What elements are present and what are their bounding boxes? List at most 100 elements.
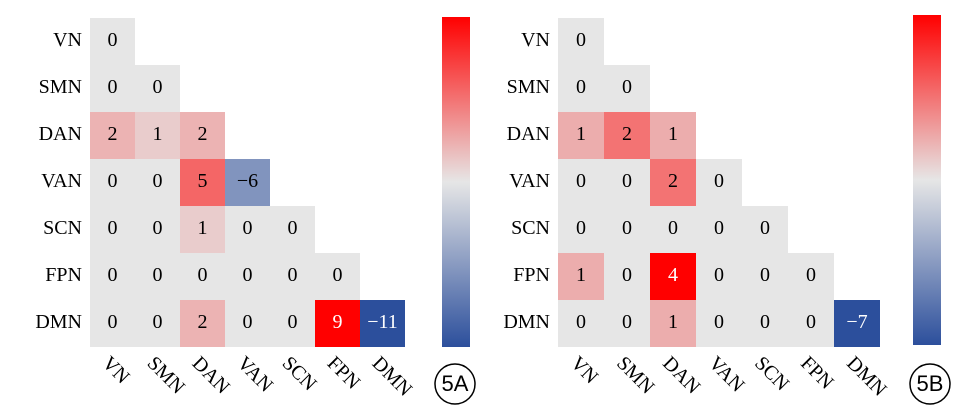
cell bbox=[180, 253, 225, 300]
cell-label: 0 bbox=[576, 311, 586, 333]
column-label: FPN bbox=[796, 352, 838, 394]
cell bbox=[650, 112, 696, 159]
cell-label: 4 bbox=[668, 264, 678, 286]
cell bbox=[90, 159, 135, 206]
column-label: SMN bbox=[143, 352, 189, 398]
cell bbox=[742, 253, 788, 300]
cell-label: 0 bbox=[806, 264, 816, 286]
row-label: SMN bbox=[507, 76, 550, 98]
cell-label: −6 bbox=[237, 170, 258, 192]
cell bbox=[696, 206, 742, 253]
cell bbox=[180, 159, 225, 206]
cell-label: 0 bbox=[153, 311, 163, 333]
cell bbox=[90, 18, 135, 65]
cell bbox=[650, 206, 696, 253]
row-label: DMN bbox=[35, 311, 82, 333]
column-label: VAN bbox=[233, 352, 277, 396]
cell bbox=[604, 65, 650, 112]
cell bbox=[270, 300, 315, 347]
cell-label: 0 bbox=[668, 217, 678, 239]
panel-label: 5A bbox=[442, 371, 469, 396]
cell-label: 1 bbox=[576, 264, 586, 286]
panel-label: 5B bbox=[917, 371, 944, 396]
cell-label: 0 bbox=[243, 311, 253, 333]
cell-label: 2 bbox=[108, 123, 118, 145]
cell bbox=[90, 300, 135, 347]
cell-label: 0 bbox=[622, 311, 632, 333]
column-label: SCN bbox=[750, 352, 793, 395]
row-label: VN bbox=[521, 29, 550, 51]
cell-label: 2 bbox=[198, 311, 208, 333]
cell-label: 2 bbox=[198, 123, 208, 145]
cell bbox=[270, 206, 315, 253]
cell bbox=[696, 253, 742, 300]
cell bbox=[90, 206, 135, 253]
column-label: SMN bbox=[612, 352, 658, 398]
row-label: SMN bbox=[39, 76, 82, 98]
cell-label: 0 bbox=[198, 264, 208, 286]
cell bbox=[558, 65, 604, 112]
column-label: DMN bbox=[842, 352, 891, 401]
cell bbox=[558, 112, 604, 159]
cell-label: 0 bbox=[576, 170, 586, 192]
cell bbox=[225, 300, 270, 347]
cell-label: 2 bbox=[668, 170, 678, 192]
colorbar bbox=[442, 17, 470, 347]
label-circle bbox=[434, 363, 476, 405]
cell-label: 0 bbox=[760, 264, 770, 286]
cell-label: −7 bbox=[846, 311, 867, 333]
cell bbox=[558, 18, 604, 65]
row-label: SCN bbox=[43, 217, 82, 239]
cell-label: 1 bbox=[668, 311, 678, 333]
column-label: DAN bbox=[188, 352, 234, 398]
cell-label: 0 bbox=[108, 264, 118, 286]
cell-label: 0 bbox=[333, 264, 343, 286]
column-label: FPN bbox=[323, 352, 365, 394]
cell bbox=[180, 300, 225, 347]
cell-label: 0 bbox=[622, 217, 632, 239]
cell bbox=[135, 300, 180, 347]
cell-label: 1 bbox=[576, 123, 586, 145]
row-label: FPN bbox=[513, 264, 550, 286]
cell bbox=[135, 206, 180, 253]
cell-label: 0 bbox=[288, 217, 298, 239]
cell-label: 0 bbox=[622, 170, 632, 192]
row-label: VAN bbox=[41, 170, 82, 192]
cell-label: 0 bbox=[288, 264, 298, 286]
cell-label: 0 bbox=[576, 76, 586, 98]
cell-label: 9 bbox=[333, 311, 343, 333]
cell bbox=[225, 159, 270, 206]
column-label: DMN bbox=[368, 352, 417, 401]
column-label: DAN bbox=[658, 352, 704, 398]
cell bbox=[604, 112, 650, 159]
cell bbox=[360, 300, 405, 347]
cell bbox=[90, 253, 135, 300]
cell bbox=[180, 112, 225, 159]
column-label: VN bbox=[566, 352, 602, 388]
label-circle bbox=[909, 363, 951, 405]
cell bbox=[315, 253, 360, 300]
cell bbox=[742, 206, 788, 253]
cell bbox=[90, 65, 135, 112]
cell-label: 0 bbox=[622, 264, 632, 286]
row-label: DAN bbox=[39, 123, 82, 145]
cell bbox=[834, 300, 880, 347]
cell bbox=[558, 206, 604, 253]
row-label: VAN bbox=[509, 170, 550, 192]
cell bbox=[604, 253, 650, 300]
cell-label: 0 bbox=[108, 311, 118, 333]
row-label: SCN bbox=[511, 217, 550, 239]
cell bbox=[604, 159, 650, 206]
cell-label: −11 bbox=[367, 311, 398, 333]
cell-label: 0 bbox=[714, 264, 724, 286]
cell bbox=[788, 253, 834, 300]
cell bbox=[315, 300, 360, 347]
cell-label: 0 bbox=[108, 29, 118, 51]
cell-label: 1 bbox=[198, 217, 208, 239]
cell-label: 2 bbox=[622, 123, 632, 145]
column-label: VAN bbox=[704, 352, 748, 396]
cell bbox=[558, 159, 604, 206]
colorbar bbox=[913, 15, 941, 345]
cell-label: 0 bbox=[576, 217, 586, 239]
